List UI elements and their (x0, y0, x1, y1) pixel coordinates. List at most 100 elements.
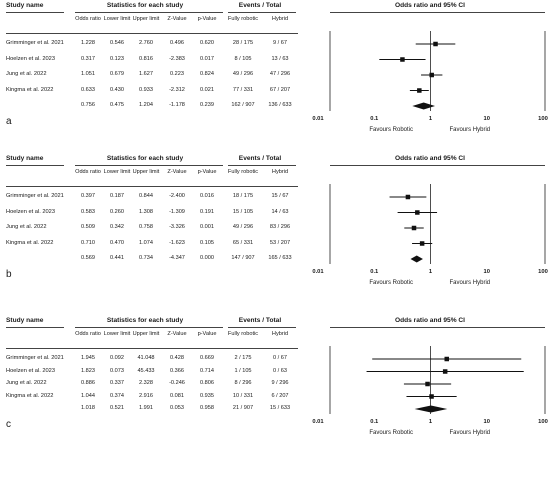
cell-p: 0.105 (200, 239, 214, 246)
pooled-diamond (410, 255, 423, 263)
stats-header: Statistics for each study (106, 317, 184, 324)
column-header: Z-Value (167, 169, 187, 175)
cell-z: -2.383 (169, 55, 185, 62)
cell-hybrid: 15 / 633 (269, 405, 291, 411)
cell-upper: 1.074 (139, 239, 153, 246)
favours-robotic-label: Favours Robotic (369, 430, 414, 436)
study-name: Jung et al. 2022 (6, 380, 47, 386)
effect-box (429, 72, 434, 78)
cell-robotic: 8 / 296 (234, 380, 252, 386)
cell-or: 1.945 (81, 355, 95, 361)
cell-hybrid: 136 / 633 (268, 102, 292, 108)
cell-robotic: 77 / 331 (232, 86, 254, 93)
study-name: Hoelzen et al. 2023 (6, 208, 56, 215)
cell-p: 0.000 (200, 255, 214, 261)
study-name: Hoelzen et al. 2023 (6, 367, 56, 374)
cell-robotic: 65 / 331 (232, 239, 254, 246)
cell-hybrid: 14 / 63 (271, 208, 289, 215)
column-header: p-Value (197, 169, 217, 175)
cell-z: -1.178 (169, 102, 185, 108)
cell-hybrid: 9 / 296 (271, 380, 289, 386)
favours-hybrid-label: Favours Hybrid (449, 280, 491, 286)
cell-p: 0.935 (200, 392, 214, 399)
events-header-underline (228, 327, 296, 328)
column-header: Fully robotic (227, 169, 259, 175)
axis-tick-label: 100 (538, 269, 548, 275)
cell-z: 0.081 (170, 392, 184, 399)
column-header: Odds ratio (75, 16, 101, 22)
axis-tick-label: 1 (428, 419, 433, 425)
forest-plot-area (329, 31, 546, 111)
cell-or: 0.509 (81, 224, 95, 230)
or-header-underline (330, 12, 545, 13)
study-name: Jung et al. 2022 (6, 71, 47, 77)
cell-hybrid: 47 / 296 (269, 71, 291, 77)
study-header-underline (6, 327, 64, 328)
cell-p: 0.620 (200, 40, 214, 46)
cell-or: 1.018 (81, 405, 95, 411)
column-header: p-Value (197, 331, 217, 337)
effect-box (442, 369, 448, 374)
cell-lower: 0.679 (110, 71, 124, 77)
column-header: Z-Value (167, 16, 187, 22)
cell-lower: 0.092 (110, 355, 124, 361)
pooled-diamond (412, 102, 436, 110)
axis-tick-label: 10 (483, 269, 490, 275)
events-header-underline (228, 12, 296, 13)
cell-p: 0.714 (200, 367, 214, 374)
cell-upper: 1.991 (139, 405, 153, 411)
cell-p: 0.016 (200, 193, 214, 199)
column-header: Hybrid (271, 331, 289, 337)
cell-upper: 0.816 (139, 55, 153, 62)
cell-robotic: 49 / 296 (232, 71, 254, 77)
effect-box (400, 57, 405, 62)
cell-p: 0.001 (200, 224, 214, 230)
effect-box (425, 381, 430, 387)
cell-lower: 0.470 (110, 239, 124, 246)
cell-upper: 41.048 (137, 355, 155, 361)
axis-tick-label: 0.1 (370, 269, 379, 275)
column-header: Fully robotic (227, 16, 259, 22)
cell-lower: 0.073 (110, 367, 124, 374)
odds-ratio-ci-header: Odds ratio and 95% CI (395, 317, 465, 324)
cell-upper: 2.328 (139, 380, 153, 386)
cell-p: 0.239 (200, 102, 214, 108)
cell-p: 0.669 (200, 355, 214, 361)
cell-or: 0.569 (81, 255, 95, 261)
column-header: Hybrid (271, 169, 289, 175)
column-header: Fully robotic (227, 331, 259, 337)
cell-robotic: 28 / 175 (232, 40, 254, 46)
cell-or: 1.228 (81, 40, 95, 46)
stats-header: Statistics for each study (106, 155, 184, 162)
axis-tick-label: 0.01 (312, 116, 324, 122)
effect-box (419, 241, 425, 246)
column-header: Lower limit (103, 169, 131, 175)
stats-header-underline (75, 12, 223, 13)
axis-tick-label: 0.01 (312, 419, 324, 425)
cell-p: 0.191 (200, 208, 214, 215)
axis-tick-label: 10 (483, 116, 490, 122)
cell-hybrid: 9 / 67 (273, 40, 287, 46)
study-name: Grimminger et al. 2021 (6, 40, 64, 46)
odds-ratio-ci-header: Odds ratio and 95% CI (395, 155, 465, 162)
cell-or: 0.583 (81, 208, 95, 215)
cell-z: 0.053 (170, 405, 184, 411)
stats-header-underline (75, 327, 223, 328)
study-name: Kingma et al. 2022 (6, 392, 54, 399)
favours-hybrid-label: Favours Hybrid (449, 127, 491, 133)
column-header: Lower limit (103, 16, 131, 22)
cell-lower: 0.441 (110, 255, 124, 261)
subheader-underline (6, 348, 298, 349)
cell-robotic: 49 / 296 (232, 224, 254, 230)
cell-z: -3.326 (169, 224, 185, 230)
column-header: Hybrid (271, 16, 289, 22)
odds-ratio-ci-header: Odds ratio and 95% CI (395, 2, 465, 9)
cell-or: 0.886 (81, 380, 95, 386)
cell-robotic: 162 / 907 (231, 102, 255, 108)
cell-z: -1.623 (169, 239, 185, 246)
stats-header: Statistics for each study (106, 2, 184, 9)
cell-z: -2.312 (169, 86, 185, 93)
forest-panel-b: Study name Statistics for each study Event… (0, 153, 550, 303)
effect-box (417, 88, 422, 93)
study-name: Grimminger et al. 2021 (6, 355, 64, 361)
